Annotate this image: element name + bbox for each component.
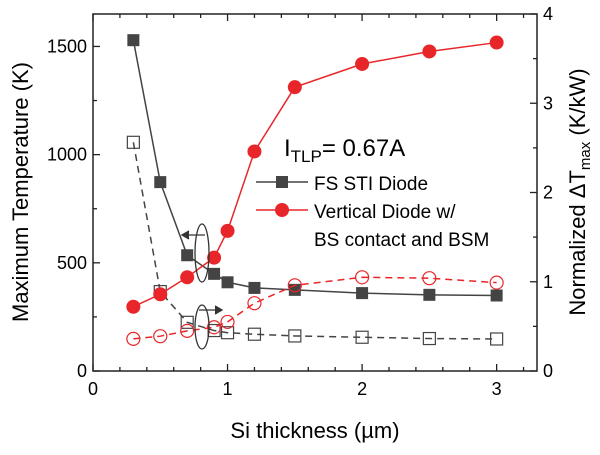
- legend-label-vertical-1: Vertical Diode w/: [314, 202, 456, 223]
- data-point-circle: [220, 223, 235, 238]
- legend-label-fs-sti: FS STI Diode: [314, 174, 428, 195]
- data-point-circle: [153, 287, 168, 302]
- y-left-tick-label: 0: [77, 361, 87, 381]
- x-axis-label: Si thickness (µm): [230, 418, 399, 443]
- data-point-square: [221, 276, 234, 289]
- legend: FS STI Diode Vertical Diode w/ BS contac…: [256, 174, 489, 251]
- data-point-circle: [489, 35, 504, 50]
- data-point-circle: [126, 331, 141, 346]
- data-point-square: [288, 329, 302, 343]
- data-point-circle: [247, 296, 262, 311]
- series-line-2: [133, 41, 497, 308]
- data-point-square: [356, 287, 369, 300]
- y-right-tick-label: 0: [543, 361, 553, 381]
- data-point-circle: [355, 56, 370, 71]
- data-point-circle: [220, 314, 235, 330]
- data-point-circle: [489, 275, 504, 290]
- data-point-circle: [287, 80, 302, 95]
- data-point-circle: [126, 299, 141, 314]
- y-right-tick-label: 4: [543, 4, 553, 24]
- data-point-square: [247, 327, 262, 341]
- legend-marker-fs-sti: [276, 176, 288, 188]
- series-line-0: [132, 40, 497, 297]
- annotation-current: ITLP= 0.67A: [284, 135, 405, 166]
- data-point-circle: [180, 323, 195, 338]
- data-point-circle: [247, 144, 262, 159]
- data-point-square: [490, 332, 504, 346]
- data-point-square: [154, 176, 167, 189]
- data-point-square: [422, 331, 436, 346]
- y-right-tick-label: 2: [543, 183, 553, 203]
- data-point-square: [220, 326, 235, 340]
- data-point-square: [127, 34, 140, 47]
- data-point-circle: [422, 44, 437, 59]
- x-tick-label: 2: [357, 379, 367, 399]
- data-point-circle: [180, 270, 195, 285]
- series-line-3: [133, 276, 497, 340]
- data-point-square: [248, 281, 261, 294]
- data-point-circle: [207, 250, 222, 265]
- x-tick-label: 0: [88, 379, 98, 399]
- data-point-square: [180, 315, 194, 329]
- y-left-axis-label: Maximum Temperature (K): [8, 62, 33, 322]
- series-line-1: [132, 142, 497, 340]
- axis-indicator-right: [194, 304, 224, 350]
- x-tick-label: 3: [492, 379, 502, 399]
- y-right-tick-label: 3: [543, 93, 553, 113]
- y-right-axis-label: Normalized ΔTmax (K/kW): [565, 68, 594, 315]
- data-point-square: [423, 288, 436, 301]
- legend-marker-vertical: [275, 203, 289, 217]
- y-left-tick-label: 1000: [47, 145, 87, 165]
- data-point-square: [208, 267, 221, 280]
- y-left-tick-label: 500: [57, 253, 87, 273]
- data-point-circle: [354, 270, 370, 285]
- y-left-tick-label: 1500: [47, 36, 87, 56]
- y-right-tick-label: 1: [543, 272, 553, 292]
- x-tick-label: 1: [223, 379, 233, 399]
- data-point-circle: [422, 271, 437, 286]
- data-point-square: [181, 249, 194, 262]
- data-point-circle: [153, 329, 168, 344]
- legend-label-vertical-2: BS contact and BSM: [314, 230, 489, 251]
- data-point-circle: [206, 320, 222, 335]
- data-point-square: [126, 135, 140, 149]
- data-point-circle: [287, 278, 302, 293]
- data-point-square: [355, 330, 369, 344]
- axis-indicator-left: [180, 223, 210, 283]
- data-point-square: [490, 289, 503, 302]
